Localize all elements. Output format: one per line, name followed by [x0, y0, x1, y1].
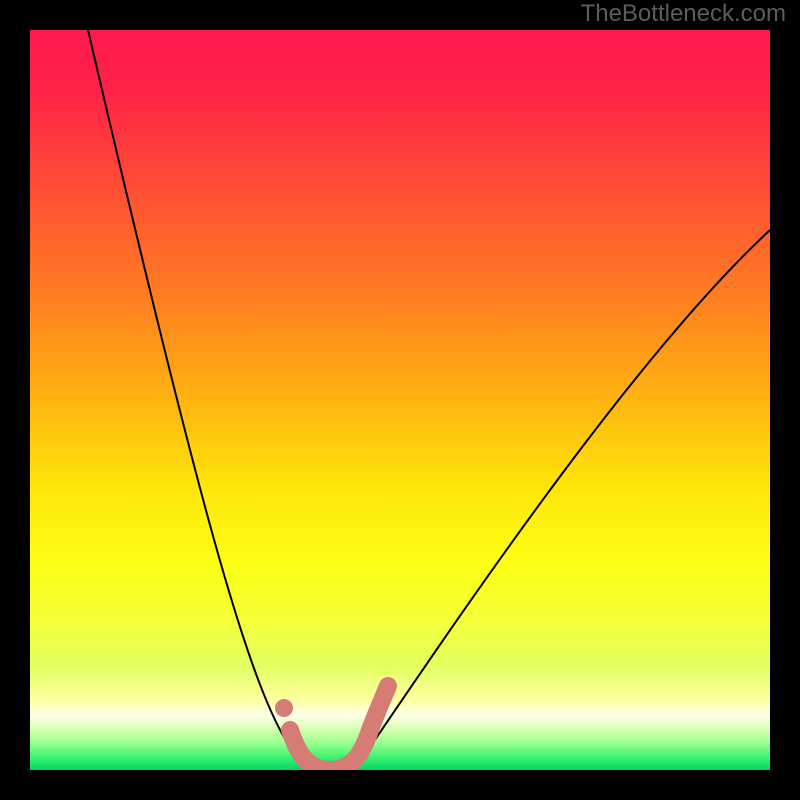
- chart-canvas: TheBottleneck.com: [0, 0, 800, 800]
- plot-area: [30, 30, 770, 770]
- gradient-background: [30, 30, 770, 770]
- bottleneck-chart-svg: [0, 0, 800, 800]
- highlight-dot: [275, 699, 293, 717]
- watermark-text: TheBottleneck.com: [581, 0, 786, 28]
